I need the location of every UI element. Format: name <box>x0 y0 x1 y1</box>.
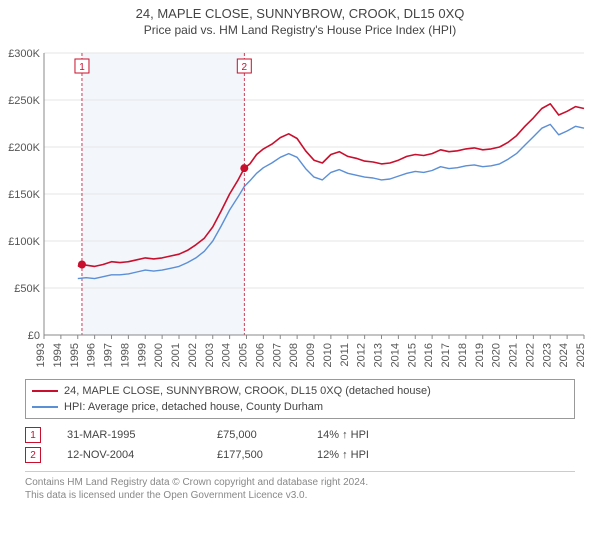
svg-text:£300K: £300K <box>8 48 40 60</box>
svg-text:1995: 1995 <box>69 343 81 367</box>
svg-text:2011: 2011 <box>339 343 351 367</box>
sale-price: £177,500 <box>217 449 317 461</box>
sales-table: 1 31-MAR-1995 £75,000 14% ↑ HPI 2 12-NOV… <box>25 425 575 472</box>
sale-date: 31-MAR-1995 <box>67 429 217 441</box>
svg-text:1: 1 <box>79 62 85 73</box>
svg-text:2017: 2017 <box>440 343 452 367</box>
svg-text:1999: 1999 <box>136 343 148 367</box>
svg-text:2023: 2023 <box>541 343 553 367</box>
svg-text:£100K: £100K <box>8 236 40 248</box>
svg-text:2002: 2002 <box>187 343 199 367</box>
svg-text:1994: 1994 <box>52 343 64 367</box>
sale-date: 12-NOV-2004 <box>67 449 217 461</box>
svg-text:£200K: £200K <box>8 142 40 154</box>
sale-marker-badge: 1 <box>25 427 41 443</box>
legend-swatch <box>32 406 58 408</box>
legend-label: 24, MAPLE CLOSE, SUNNYBROW, CROOK, DL15 … <box>64 385 431 397</box>
footer-line: This data is licensed under the Open Gov… <box>25 489 575 502</box>
svg-text:1998: 1998 <box>119 343 131 367</box>
svg-text:2025: 2025 <box>575 343 587 367</box>
svg-text:2004: 2004 <box>221 343 233 367</box>
svg-text:£50K: £50K <box>14 283 40 295</box>
svg-text:2022: 2022 <box>524 343 536 367</box>
svg-text:2006: 2006 <box>254 343 266 367</box>
svg-text:2: 2 <box>242 62 248 73</box>
svg-text:2024: 2024 <box>558 343 570 367</box>
svg-text:2018: 2018 <box>457 343 469 367</box>
sale-row: 1 31-MAR-1995 £75,000 14% ↑ HPI <box>25 425 575 445</box>
legend-item-hpi: HPI: Average price, detached house, Coun… <box>32 399 568 415</box>
sale-row: 2 12-NOV-2004 £177,500 12% ↑ HPI <box>25 445 575 465</box>
svg-text:1993: 1993 <box>35 343 47 367</box>
footer-line: Contains HM Land Registry data © Crown c… <box>25 476 575 489</box>
svg-text:2015: 2015 <box>406 343 418 367</box>
svg-text:2020: 2020 <box>491 343 503 367</box>
page-title: 24, MAPLE CLOSE, SUNNYBROW, CROOK, DL15 … <box>4 6 596 21</box>
svg-text:£0: £0 <box>28 330 40 342</box>
svg-text:2000: 2000 <box>153 343 165 367</box>
svg-text:2021: 2021 <box>508 343 520 367</box>
svg-text:2016: 2016 <box>423 343 435 367</box>
svg-text:£250K: £250K <box>8 95 40 107</box>
svg-text:2001: 2001 <box>170 343 182 367</box>
legend-item-property: 24, MAPLE CLOSE, SUNNYBROW, CROOK, DL15 … <box>32 383 568 399</box>
svg-text:2009: 2009 <box>305 343 317 367</box>
svg-text:2019: 2019 <box>474 343 486 367</box>
page-subtitle: Price paid vs. HM Land Registry's House … <box>4 23 596 37</box>
svg-text:1996: 1996 <box>86 343 98 367</box>
legend-swatch <box>32 390 58 392</box>
sale-hpi: 12% ↑ HPI <box>317 449 437 461</box>
sale-hpi: 14% ↑ HPI <box>317 429 437 441</box>
legend-label: HPI: Average price, detached house, Coun… <box>64 401 323 413</box>
legend: 24, MAPLE CLOSE, SUNNYBROW, CROOK, DL15 … <box>25 379 575 419</box>
svg-text:2013: 2013 <box>373 343 385 367</box>
svg-text:1997: 1997 <box>103 343 115 367</box>
svg-text:£150K: £150K <box>8 189 40 201</box>
svg-text:2012: 2012 <box>356 343 368 367</box>
sale-price: £75,000 <box>217 429 317 441</box>
svg-text:2007: 2007 <box>271 343 283 367</box>
sale-marker-badge: 2 <box>25 447 41 463</box>
svg-text:2003: 2003 <box>204 343 216 367</box>
svg-text:2005: 2005 <box>238 343 250 367</box>
svg-text:2010: 2010 <box>322 343 334 367</box>
copyright-footer: Contains HM Land Registry data © Crown c… <box>25 476 575 502</box>
svg-text:2008: 2008 <box>288 343 300 367</box>
svg-text:2014: 2014 <box>389 343 401 367</box>
price-chart: £0 £50K £100K £150K £200K £250K £300K 1993 1994 1… <box>4 43 596 373</box>
